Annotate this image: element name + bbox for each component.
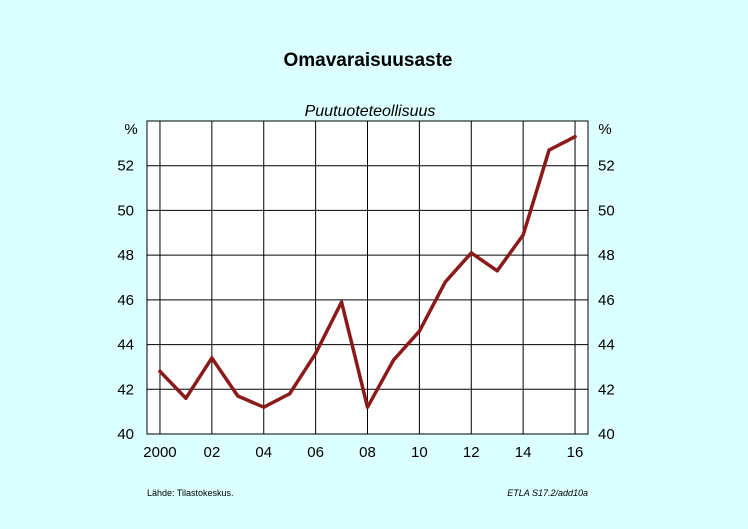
- data-point-2000: [158, 369, 162, 373]
- y-unit-right: %: [598, 121, 611, 138]
- y-tick-left-52: 52: [117, 158, 134, 175]
- x-tick-2000: 2000: [143, 444, 176, 461]
- data-point-2007: [339, 300, 344, 304]
- data-point-2004: [262, 405, 266, 409]
- y-tick-left-50: 50: [117, 202, 134, 219]
- y-tick-right-50: 50: [598, 202, 615, 219]
- x-tick-2006: 06: [307, 444, 324, 461]
- data-point-2014: [521, 233, 525, 237]
- data-point-2002: [210, 356, 214, 360]
- data-point-2005: [288, 392, 292, 396]
- y-tick-right-46: 46: [598, 292, 615, 309]
- y-tick-left-46: 46: [117, 292, 134, 309]
- x-tick-2002: 02: [204, 444, 221, 461]
- data-point-2011: [443, 280, 447, 284]
- y-tick-left-40: 40: [117, 426, 134, 443]
- y-tick-left-42: 42: [117, 381, 134, 398]
- x-tick-2008: 08: [359, 444, 376, 461]
- y-tick-left-48: 48: [117, 247, 134, 264]
- y-tick-right-44: 44: [598, 337, 615, 354]
- y-unit-left: %: [124, 121, 137, 138]
- data-point-2003: [236, 394, 240, 398]
- data-point-2006: [314, 351, 318, 356]
- chart-subtitle: Puutuoteteollisuus: [305, 103, 436, 120]
- data-point-2008: [365, 405, 370, 409]
- source-note: Lähde: Tilastokeskus.: [147, 488, 234, 498]
- x-tick-2004: 04: [255, 444, 272, 461]
- y-tick-right-40: 40: [598, 426, 615, 443]
- x-tick-2016: 16: [567, 444, 584, 461]
- data-point-2015: [547, 148, 551, 152]
- data-point-2012: [469, 251, 473, 255]
- x-tick-2012: 12: [463, 444, 480, 461]
- y-tick-right-52: 52: [598, 158, 615, 175]
- data-point-2010: [417, 329, 421, 333]
- y-tick-right-42: 42: [598, 381, 615, 398]
- data-point-2016: [573, 135, 577, 139]
- series-group: [158, 134, 577, 409]
- x-tick-2014: 14: [515, 444, 532, 461]
- data-point-2001: [184, 396, 188, 400]
- x-tick-2010: 10: [411, 444, 428, 461]
- grid: [147, 121, 588, 434]
- data-point-2009: [391, 358, 396, 362]
- data-point-2013: [495, 269, 499, 273]
- chart-title: Omavaraisuusaste: [284, 50, 453, 71]
- y-tick-left-44: 44: [117, 337, 134, 354]
- tick-labels: 40 40 42 42 44 44 46 46 48 48 50 50 52 52 2000 02 04 06 08…: [117, 158, 614, 461]
- y-tick-right-48: 48: [598, 247, 615, 264]
- etla-code: ETLA S17.2/add10a: [507, 488, 588, 498]
